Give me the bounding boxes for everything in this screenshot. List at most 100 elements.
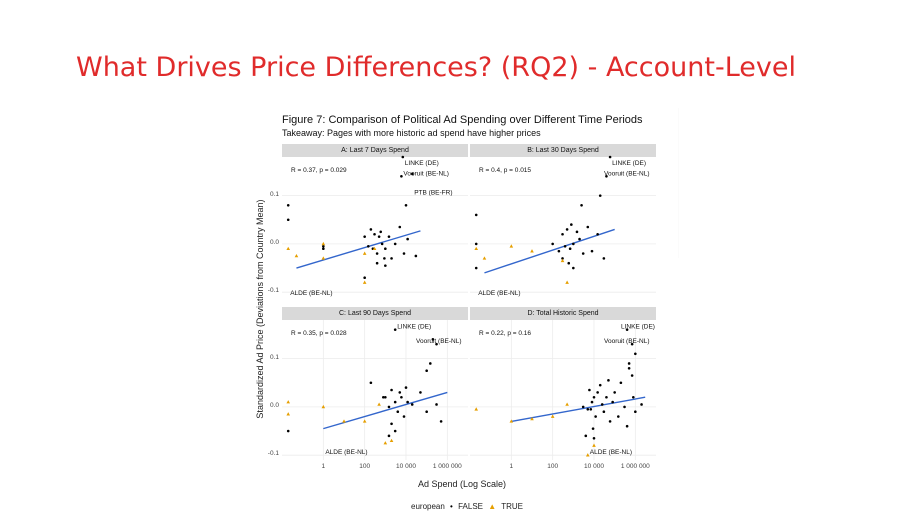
data-point-true: [294, 253, 299, 258]
data-point-true: [585, 453, 590, 457]
y-tick-label: 0.1: [269, 190, 279, 198]
data-point-false: [592, 436, 596, 440]
data-point-false: [410, 403, 414, 406]
y-axis-label: Standardized Ad Price (Deviations from C…: [255, 199, 265, 419]
x-tick-label: 100: [547, 463, 559, 470]
data-point-false: [384, 247, 387, 251]
data-point-false: [592, 395, 596, 399]
data-point-true: [286, 246, 291, 251]
data-point-false: [387, 434, 391, 438]
data-point-false: [377, 235, 381, 238]
data-point-false: [627, 362, 631, 365]
data-point-false: [588, 388, 591, 392]
data-point-false: [565, 228, 569, 231]
data-point-false: [586, 408, 590, 411]
data-point-false: [596, 232, 599, 236]
data-point-true: [286, 400, 291, 404]
data-point-false: [286, 429, 290, 433]
point-label: ALDE (BE-NL): [290, 290, 332, 297]
legend-true-marker: ▲: [488, 502, 497, 511]
data-point-false: [390, 388, 393, 392]
data-point-false: [605, 175, 608, 178]
data-point-false: [286, 218, 290, 222]
data-point-false: [400, 395, 403, 399]
data-point-true: [592, 443, 596, 447]
data-point-false: [286, 203, 290, 207]
figure-title: Figure 7: Comparison of Political Ad Spe…: [282, 114, 643, 126]
panel-c: C: Last 90 Days Spend R = 0.35, p = 0.028…: [268, 307, 468, 470]
point-label: LINKE (DE): [405, 160, 439, 167]
data-point-false: [474, 242, 478, 246]
data-point-true: [389, 438, 394, 442]
data-point-false: [393, 328, 397, 331]
panel-d: D: Total Historic Spend R = 0.22, p = 0.1…: [470, 307, 656, 470]
data-point-true: [383, 441, 388, 445]
point-label: LINKE (DE): [397, 324, 431, 331]
data-point-false: [390, 422, 393, 426]
data-point-true: [362, 251, 367, 255]
data-point-false: [572, 242, 575, 246]
data-point-true: [321, 256, 326, 260]
data-point-false: [590, 400, 594, 404]
data-point-false: [431, 338, 435, 341]
data-point-false: [590, 249, 594, 253]
data-point-false: [414, 254, 418, 258]
data-point-false: [387, 235, 391, 238]
data-point-false: [563, 245, 567, 248]
data-point-false: [393, 242, 397, 246]
data-point-false: [634, 352, 637, 356]
data-point-false: [600, 403, 604, 406]
data-point-true: [474, 246, 479, 251]
stat-annotation: R = 0.22, p = 0.16: [479, 330, 531, 337]
x-tick-label: 1: [509, 463, 514, 470]
data-point-false: [581, 405, 585, 409]
data-point-false: [429, 362, 432, 365]
data-point-false: [439, 420, 443, 423]
data-point-false: [581, 252, 585, 255]
data-point-false: [373, 232, 376, 236]
data-point-false: [598, 383, 602, 387]
data-point-false: [400, 175, 403, 178]
data-point-false: [608, 420, 612, 423]
data-point-false: [393, 429, 397, 433]
data-point-true: [321, 404, 326, 409]
data-point-true: [530, 249, 534, 253]
data-point-false: [384, 395, 387, 399]
data-point-false: [402, 415, 406, 418]
regression-line: [296, 230, 421, 269]
point-label: PTB (BE-FR): [414, 190, 452, 197]
data-point-false: [363, 235, 366, 238]
data-point-true: [482, 256, 487, 260]
data-point-true: [377, 402, 381, 406]
x-tick-label: 1 000 000: [620, 463, 650, 470]
data-point-true: [530, 416, 534, 421]
data-point-false: [634, 410, 637, 414]
data-point-false: [396, 410, 400, 414]
data-point-false: [375, 252, 379, 255]
point-label: ALDE (BE-NL): [590, 449, 632, 456]
panel-plot-area: R = 0.4, p = 0.015 LINKE (DE) Vooruit (BE-…: [470, 155, 656, 297]
data-point-false: [594, 415, 597, 418]
data-point-true: [509, 419, 514, 423]
data-point-false: [567, 261, 571, 265]
y-tick-label: -0.1: [267, 450, 279, 458]
panel-title: B: Last 30 Days Spend: [470, 144, 656, 157]
data-point-false: [404, 203, 408, 207]
data-point-false: [474, 266, 478, 270]
data-point-false: [406, 237, 409, 241]
data-point-false: [619, 381, 623, 385]
data-point-true: [560, 258, 565, 263]
data-point-false: [589, 408, 593, 411]
data-point-false: [375, 261, 379, 265]
figure: Figure 7: Comparison of Political Ad Spe…: [246, 108, 678, 511]
stat-annotation: R = 0.35, p = 0.028: [291, 330, 347, 337]
data-point-false: [598, 194, 602, 197]
data-point-false: [623, 405, 626, 409]
y-tick-label: 0.0: [269, 238, 279, 246]
data-point-false: [561, 257, 564, 260]
data-point-false: [561, 232, 564, 236]
data-point-false: [627, 366, 631, 370]
data-point-false: [630, 374, 634, 377]
data-point-true: [342, 419, 346, 423]
x-tick-label: 1 000 000: [432, 463, 462, 470]
